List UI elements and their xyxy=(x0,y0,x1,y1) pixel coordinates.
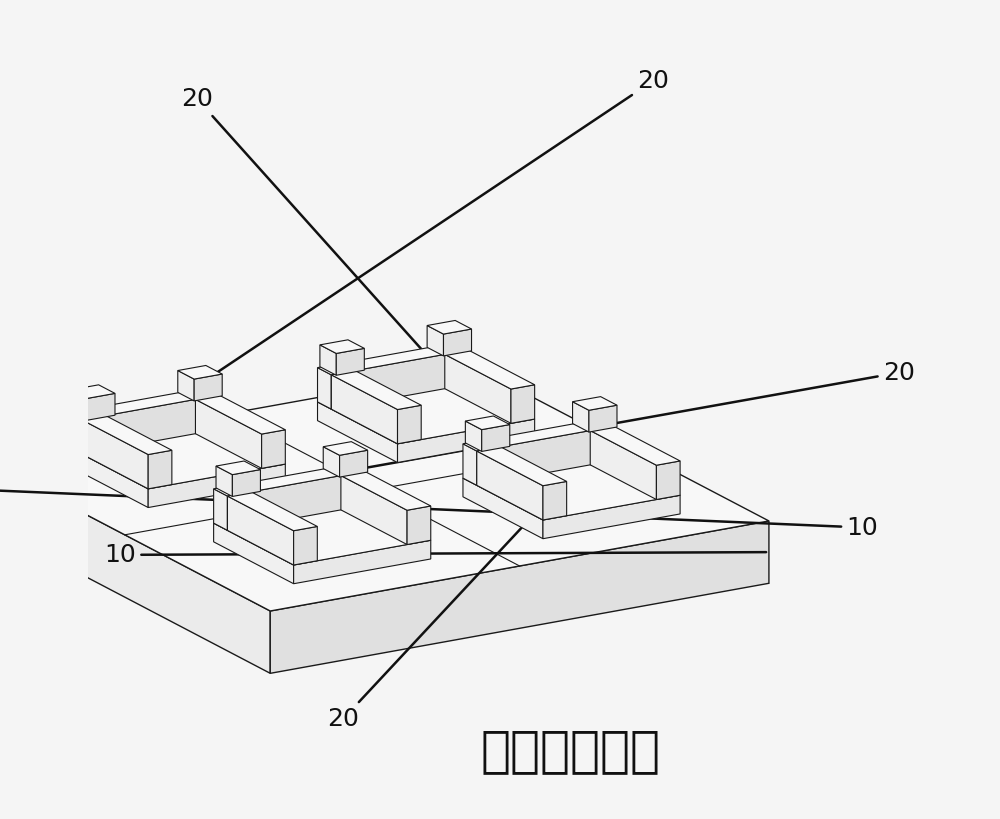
Polygon shape xyxy=(656,461,680,500)
Polygon shape xyxy=(341,476,407,545)
Polygon shape xyxy=(214,464,365,496)
Polygon shape xyxy=(427,325,443,356)
Polygon shape xyxy=(463,419,614,451)
Polygon shape xyxy=(590,431,656,500)
Polygon shape xyxy=(227,471,365,531)
Polygon shape xyxy=(232,469,260,496)
Polygon shape xyxy=(445,350,535,389)
Polygon shape xyxy=(82,415,172,455)
Polygon shape xyxy=(465,421,482,451)
Polygon shape xyxy=(477,451,543,520)
Polygon shape xyxy=(71,385,115,399)
Polygon shape xyxy=(463,478,543,539)
Polygon shape xyxy=(227,496,294,565)
Polygon shape xyxy=(398,419,535,463)
Polygon shape xyxy=(148,464,285,508)
Polygon shape xyxy=(68,422,285,489)
Polygon shape xyxy=(270,521,769,673)
Polygon shape xyxy=(463,444,477,486)
Polygon shape xyxy=(294,527,317,565)
Polygon shape xyxy=(590,427,680,465)
Polygon shape xyxy=(178,370,194,401)
Polygon shape xyxy=(68,388,219,420)
Text: 20: 20 xyxy=(327,476,570,731)
Polygon shape xyxy=(71,390,87,420)
Polygon shape xyxy=(445,355,511,423)
Polygon shape xyxy=(68,447,148,508)
Polygon shape xyxy=(82,395,219,455)
Polygon shape xyxy=(477,447,567,486)
Polygon shape xyxy=(543,495,680,539)
Polygon shape xyxy=(463,454,680,520)
Polygon shape xyxy=(465,416,510,430)
Polygon shape xyxy=(589,405,617,432)
Polygon shape xyxy=(482,424,510,451)
Polygon shape xyxy=(340,450,368,477)
Polygon shape xyxy=(331,370,421,410)
Polygon shape xyxy=(178,365,222,379)
Polygon shape xyxy=(216,461,260,475)
Polygon shape xyxy=(195,400,262,468)
Polygon shape xyxy=(68,413,82,455)
Polygon shape xyxy=(331,375,398,444)
Polygon shape xyxy=(87,393,115,420)
Polygon shape xyxy=(318,368,331,410)
Polygon shape xyxy=(194,374,222,401)
Polygon shape xyxy=(195,395,285,434)
Polygon shape xyxy=(216,466,232,496)
Polygon shape xyxy=(543,482,567,520)
Polygon shape xyxy=(214,489,227,531)
Polygon shape xyxy=(573,396,617,410)
Polygon shape xyxy=(511,385,535,423)
Polygon shape xyxy=(398,405,421,444)
Polygon shape xyxy=(0,459,270,673)
Polygon shape xyxy=(427,320,472,334)
Text: 10: 10 xyxy=(0,490,878,540)
Text: 20: 20 xyxy=(325,360,915,475)
Polygon shape xyxy=(331,350,468,410)
Polygon shape xyxy=(336,348,364,375)
Polygon shape xyxy=(318,343,468,375)
Polygon shape xyxy=(214,498,431,565)
Polygon shape xyxy=(323,446,340,477)
Polygon shape xyxy=(0,369,769,611)
Polygon shape xyxy=(82,420,148,489)
Polygon shape xyxy=(148,450,172,489)
Polygon shape xyxy=(341,471,431,510)
Polygon shape xyxy=(320,345,336,375)
Text: 正方周期阵列: 正方周期阵列 xyxy=(481,726,661,775)
Polygon shape xyxy=(477,427,614,486)
Polygon shape xyxy=(320,340,364,354)
Polygon shape xyxy=(318,402,398,463)
Polygon shape xyxy=(214,523,294,584)
Polygon shape xyxy=(318,378,535,444)
Polygon shape xyxy=(407,506,431,545)
Polygon shape xyxy=(443,329,472,356)
Polygon shape xyxy=(573,401,589,432)
Polygon shape xyxy=(227,491,317,531)
Text: 20: 20 xyxy=(179,69,669,398)
Polygon shape xyxy=(294,541,431,584)
Polygon shape xyxy=(262,430,285,468)
Text: 10: 10 xyxy=(104,543,766,567)
Polygon shape xyxy=(323,441,368,455)
Text: 20: 20 xyxy=(181,87,424,352)
